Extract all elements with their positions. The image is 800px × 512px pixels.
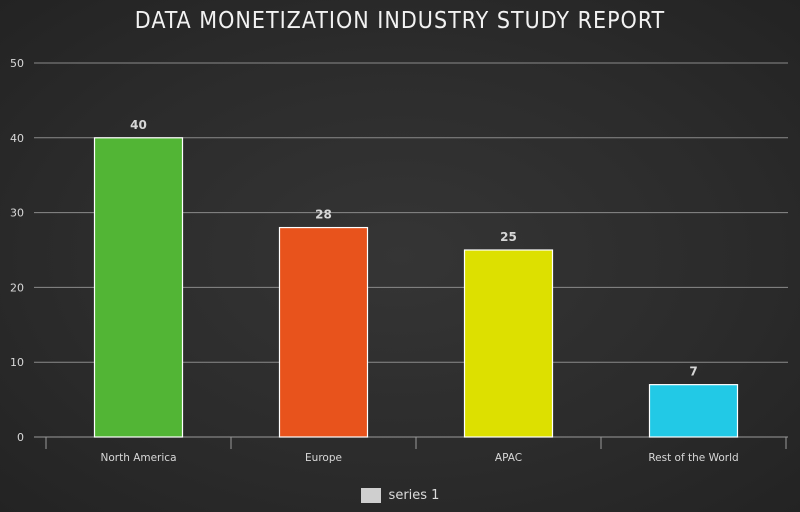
chart-title: DATA MONETIZATION INDUSTRY STUDY REPORT bbox=[134, 8, 666, 34]
plot-area: 0 10 20 30 40 50 North America Europe APAC Rest o… bbox=[10, 57, 788, 464]
data-label-layer: 40 28 25 7 bbox=[130, 118, 698, 379]
y-tick-label: 30 bbox=[10, 207, 24, 220]
x-tick-label: Rest of the World bbox=[648, 452, 738, 464]
legend-label-series-1: series 1 bbox=[388, 488, 440, 503]
data-label: 7 bbox=[689, 365, 697, 379]
y-tick-label: 50 bbox=[10, 57, 24, 70]
bar-layer bbox=[93, 137, 739, 438]
legend[interactable]: series 1 bbox=[0, 488, 800, 503]
legend-swatch-series-1 bbox=[360, 488, 381, 503]
bar bbox=[278, 226, 369, 438]
x-tick-label: North America bbox=[100, 452, 176, 464]
y-tick-label: 40 bbox=[10, 132, 24, 145]
x-tick-label: Europe bbox=[305, 452, 342, 464]
bar bbox=[463, 249, 554, 438]
x-tick-label: APAC bbox=[495, 452, 522, 464]
bar bbox=[648, 384, 739, 438]
data-label: 28 bbox=[315, 208, 332, 222]
data-label: 25 bbox=[500, 230, 517, 244]
y-tick-label: 20 bbox=[10, 281, 24, 294]
data-label: 40 bbox=[130, 118, 147, 132]
y-tick-label: 10 bbox=[10, 356, 24, 369]
y-tick-label: 0 bbox=[17, 431, 24, 444]
bar bbox=[93, 137, 184, 438]
